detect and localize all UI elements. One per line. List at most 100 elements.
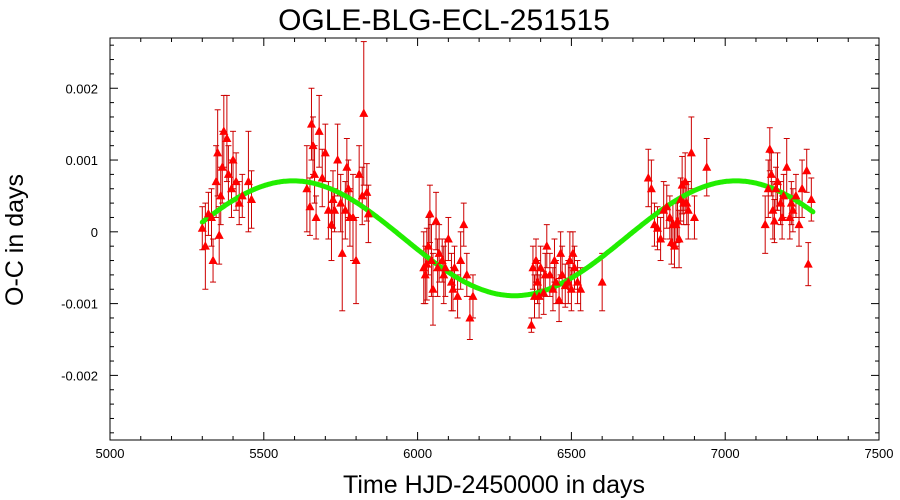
data-point-triangle: [643, 172, 653, 182]
data-point-triangle: [528, 262, 538, 272]
y-tick-label: 0: [91, 225, 98, 240]
data-point-triangle: [794, 219, 804, 229]
data-point-triangle: [450, 262, 460, 272]
data-point-triangle: [425, 208, 435, 218]
data-point-triangle: [340, 205, 350, 214]
data-point-triangle: [311, 212, 321, 221]
data-point-triangle: [207, 212, 217, 221]
data-point-triangle: [208, 255, 218, 265]
data-point-triangle: [797, 183, 807, 193]
data-point-triangle: [468, 291, 478, 300]
data-point-triangle: [674, 234, 684, 243]
data-point-triangle: [326, 219, 336, 229]
model-curve: [199, 178, 816, 299]
data-point-triangle: [760, 219, 770, 229]
data-point-triangle: [437, 255, 447, 265]
data-point-triangle: [548, 284, 558, 293]
y-tick-label: -0.002: [61, 368, 98, 383]
data-point-triangle: [653, 223, 663, 232]
data-point-triangle: [348, 212, 358, 221]
data-point-triangle: [216, 190, 226, 200]
data-point-triangle: [656, 234, 666, 243]
data-point-triangle: [769, 216, 779, 225]
data-point-triangle: [786, 198, 796, 207]
axis-ticks: [109, 38, 880, 440]
data-point-triangle: [536, 262, 546, 272]
x-tick-label: 6000: [403, 446, 432, 461]
data-point-triangle: [317, 172, 327, 182]
data-point-triangle: [433, 262, 443, 272]
data-point-triangle: [448, 284, 458, 293]
data-point-triangle: [362, 187, 372, 196]
data-point-triangle: [702, 162, 712, 171]
y-tick-label: -0.001: [61, 297, 98, 312]
data-point-triangle: [665, 212, 675, 221]
data-point-triangle: [768, 205, 778, 214]
data-point-triangle: [333, 155, 343, 164]
data-point-triangle: [669, 241, 679, 250]
plot-frame: [109, 37, 880, 441]
data-point-triangle: [197, 223, 207, 232]
data-point-triangle: [459, 219, 469, 229]
x-tick-label: 5500: [249, 446, 278, 461]
data-point-triangle: [531, 255, 541, 265]
data-point-triangle: [337, 248, 347, 257]
data-point-triangle: [766, 169, 776, 178]
data-point-triangle: [228, 155, 238, 164]
data-point-triangle: [662, 201, 672, 211]
data-point-triangle: [565, 255, 575, 265]
x-tick-label: 7500: [865, 446, 894, 461]
data-point-triangle: [214, 230, 224, 239]
data-point-triangle: [359, 108, 369, 117]
data-point-triangle: [328, 194, 338, 204]
data-point-triangle: [526, 320, 536, 329]
data-point-triangle: [336, 198, 346, 207]
data-point-triangle: [306, 119, 316, 128]
x-tick-label: 7000: [711, 446, 740, 461]
data-point-triangle: [763, 183, 773, 193]
data-point-triangle: [802, 165, 812, 175]
data-point-triangle: [803, 259, 813, 268]
data-point-triangle: [576, 284, 586, 293]
data-point-triangle: [551, 277, 561, 286]
data-point-triangle: [545, 269, 555, 279]
data-point-triangle: [305, 201, 315, 211]
data-point-triangle: [680, 176, 690, 186]
data-point-triangle: [686, 147, 696, 157]
data-point-triangle: [673, 216, 683, 225]
data-point-triangle: [566, 284, 576, 293]
data-point-triangle: [533, 277, 543, 286]
data-point-triangle: [422, 259, 432, 268]
data-point-triangle: [308, 140, 318, 150]
data-point-triangle: [330, 205, 340, 214]
data-point-triangle: [779, 190, 789, 200]
data-point-triangle: [227, 183, 237, 193]
chart-title: OGLE-BLG-ECL-251515: [278, 4, 610, 37]
tick-labels: 5000 5500 6000 6500 7000 7500 0.002 0.001 0 -0.00…: [61, 81, 893, 461]
data-points: [197, 108, 816, 329]
data-point-triangle: [211, 176, 221, 186]
data-point-triangle: [785, 212, 795, 221]
data-point-triangle: [791, 190, 801, 200]
data-point-triangle: [323, 205, 333, 214]
data-point-triangle: [434, 248, 444, 257]
data-point-triangle: [343, 183, 353, 193]
data-point-triangle: [556, 248, 566, 257]
data-point-triangle: [788, 205, 798, 214]
data-point-triangle: [246, 194, 256, 204]
data-point-triangle: [431, 216, 441, 225]
data-point-triangle: [683, 205, 693, 214]
data-point-triangle: [439, 269, 449, 279]
data-point-triangle: [200, 241, 210, 250]
data-point-triangle: [573, 277, 583, 286]
data-point-triangle: [243, 176, 253, 186]
data-point-triangle: [539, 287, 549, 297]
data-point-triangle: [351, 255, 361, 265]
y-tick-label: 0.002: [65, 81, 98, 96]
data-point-triangle: [568, 248, 578, 257]
data-point-triangle: [213, 147, 223, 157]
data-point-triangle: [557, 269, 567, 279]
data-point-triangle: [217, 162, 227, 171]
data-point-triangle: [776, 198, 786, 207]
